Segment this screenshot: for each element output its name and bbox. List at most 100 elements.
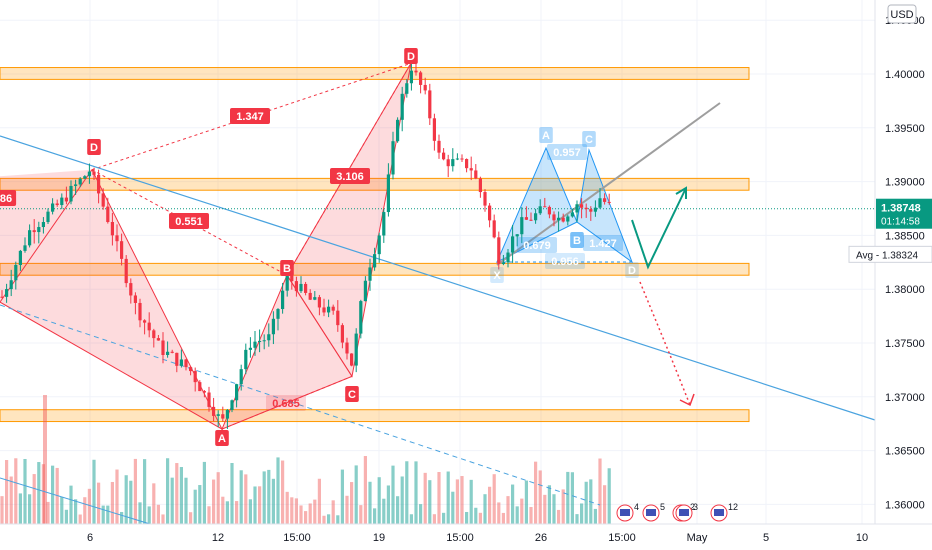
volume-bar [396, 496, 400, 524]
candle-body [304, 283, 308, 293]
candle-body [147, 322, 151, 331]
flag-icon-canton [679, 509, 689, 516]
volume-bar [92, 459, 96, 524]
volume-bar [350, 482, 354, 524]
volume-bar [281, 460, 285, 524]
candle-body [506, 252, 510, 263]
volume-bar [308, 503, 312, 524]
currency-badge: USD [887, 4, 917, 24]
candle-body [488, 205, 492, 221]
candle-body [460, 158, 464, 160]
price-axis[interactable]: 1.36000 1.36500 1.37000 1.37500 1.38000 1.385… [848, 0, 932, 524]
candle-body [212, 406, 216, 416]
pattern-ratio-text: 0.685 [272, 398, 300, 410]
candle-body [538, 206, 542, 214]
candle-body [262, 340, 266, 342]
candle-body [465, 159, 469, 169]
volume-bar [331, 500, 335, 524]
candle-body [405, 83, 409, 94]
pattern-ratio-text: 0.679 [523, 240, 551, 252]
volume-bar [258, 486, 262, 524]
candle-body [37, 227, 41, 233]
descending-channel-line [0, 304, 601, 506]
volume-bar [9, 476, 13, 524]
x-tick-label: 10 [856, 532, 868, 544]
volume-bar [267, 469, 271, 524]
volume-bar [317, 478, 321, 524]
badge-count: 3 [693, 502, 698, 512]
volume-bar [221, 496, 225, 524]
candle-body [115, 235, 119, 242]
x-tick-label: 12 [212, 532, 224, 544]
candle-body [87, 171, 91, 177]
time-axis[interactable]: 6 12 15:00 19 15:00 26 15:00 May 5 10 [0, 523, 932, 550]
candle-body [225, 409, 229, 419]
pattern-point-x [490, 267, 504, 283]
volume-bar [106, 505, 110, 524]
volume-bar [216, 472, 220, 524]
candle-body [524, 217, 528, 220]
candle-body [598, 198, 602, 208]
pattern-ratio [266, 395, 306, 411]
volume-bar [409, 514, 413, 524]
candle-body [179, 359, 183, 366]
candle-body [193, 371, 197, 383]
candle-body [69, 185, 73, 202]
candle-body [41, 222, 45, 228]
candle-body [74, 184, 78, 186]
bar-countdown: 01:14:58 [881, 217, 920, 228]
candle-body [207, 392, 211, 407]
volume-bar [529, 506, 533, 524]
volume-bar [520, 498, 524, 524]
candle-body [547, 206, 551, 215]
badge-count: 12 [728, 502, 738, 512]
volume-bar [437, 472, 441, 524]
volume-bar [156, 504, 160, 524]
volume-bar [248, 499, 252, 524]
candle-body [345, 342, 349, 354]
volume-bar [515, 506, 519, 524]
candle-body [607, 201, 611, 203]
currency-label: USD [890, 9, 913, 21]
pattern-triangle [0, 168, 224, 431]
candle-body [428, 90, 432, 119]
volume-bar [37, 462, 41, 524]
volume-bar [41, 464, 45, 524]
candle-body [244, 349, 248, 370]
volume-bar [598, 458, 602, 524]
volume-bar [340, 469, 344, 524]
x-tick-label: May [687, 532, 708, 544]
candle-body [423, 84, 427, 91]
volume-bar [285, 491, 289, 524]
volume-bar [64, 509, 68, 524]
bearish-projection-arrow [639, 281, 691, 406]
pattern-point-x-text: X [493, 270, 501, 282]
x-tick-label: 15:00 [446, 532, 474, 544]
candle-body [340, 325, 344, 343]
pattern-point-c [345, 386, 359, 402]
volume-bar [354, 465, 358, 524]
candle-body [138, 302, 142, 321]
volume-bar [451, 491, 455, 524]
volume-bar [313, 499, 317, 524]
volume-bar [170, 477, 174, 524]
volume-bar [547, 485, 551, 524]
pattern-point-c-text: C [585, 134, 593, 146]
flag-icon-canton [646, 509, 656, 516]
candle-body [156, 338, 160, 341]
candle-body [152, 330, 156, 339]
pattern-ratio [547, 144, 587, 160]
candle-body [308, 292, 312, 300]
volume-bar [198, 485, 202, 524]
volume-bar [304, 511, 308, 524]
candle-body [92, 171, 96, 175]
candle-body [28, 230, 32, 246]
volume-bar [0, 496, 4, 524]
candle-body [419, 72, 423, 85]
pattern-point-c [582, 131, 596, 147]
y-tick-label: 1.36000 [885, 499, 925, 511]
candle-body [14, 265, 18, 281]
volume-bar [175, 463, 179, 524]
volume-bar [110, 481, 114, 524]
